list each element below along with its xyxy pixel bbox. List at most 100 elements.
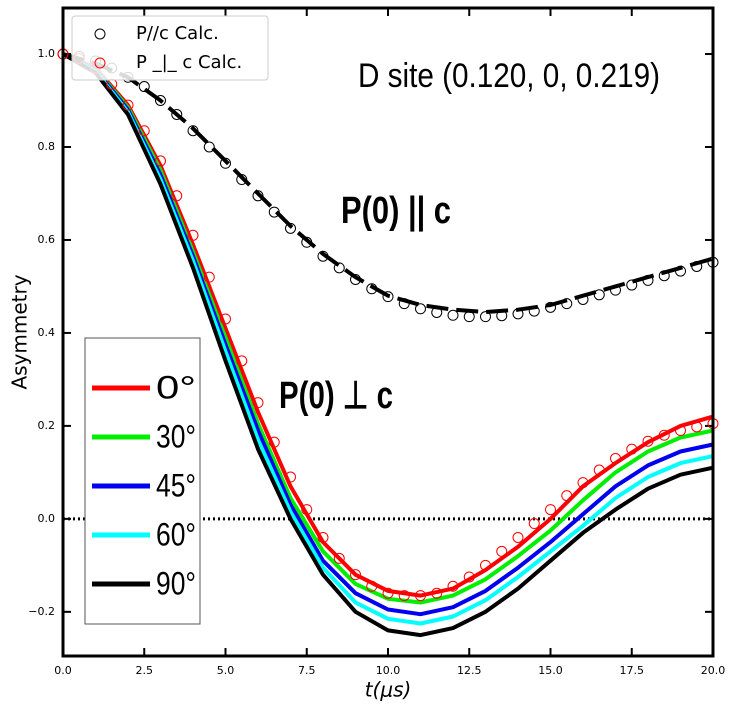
series-line [62,52,714,638]
marker [382,291,394,303]
marker [512,308,524,320]
legend-label: 30° [156,418,196,454]
legend-label: 90° [156,565,196,601]
marker [691,421,703,433]
marker [122,99,134,111]
marker [528,305,540,317]
marker [610,284,621,296]
marker [171,108,183,120]
y-tick-label: 0.6 [38,233,56,246]
marker [496,545,508,557]
marker [642,435,654,447]
marker [187,125,199,137]
legend-label: P//c Calc. [136,23,219,44]
marker [528,518,540,530]
marker [366,283,378,295]
legend-label: 45° [156,467,196,503]
marker [626,443,638,455]
marker [203,271,215,283]
y-tick-label: 0.2 [38,419,56,432]
x-tick-label: 15.0 [538,664,563,677]
marker [333,262,345,274]
marker [155,155,166,167]
marker [268,436,280,448]
marker [480,559,491,571]
marker [252,190,264,202]
legend-box [71,15,269,81]
marker [561,490,573,502]
marker [285,471,296,483]
marker [317,531,329,543]
marker [431,587,443,599]
legend-marker [94,57,106,69]
marker [268,206,280,218]
marker [415,590,426,602]
marker [447,580,459,592]
marker [252,397,264,409]
marker [496,310,508,322]
marker [480,311,491,323]
marker [155,95,166,107]
marker [301,236,313,248]
y-tick-label: −0.2 [28,605,55,618]
x-tick-label: 12.5 [457,664,482,677]
x-tick-label: 20.0 [701,664,726,677]
annotation: P(0) ⊥ c [279,375,393,417]
marker [463,311,475,323]
marker [285,222,296,234]
y-axis-label: Asymmetry [8,274,32,389]
marker [447,309,459,321]
marker [398,590,410,602]
marker [658,270,670,282]
marker [301,504,313,516]
marker [545,504,556,516]
x-tick-label: 0.0 [54,664,72,677]
marker [220,157,231,169]
marker [691,260,703,272]
marker [333,552,345,564]
y-tick-label: 0.0 [38,512,56,525]
marker [366,580,378,592]
marker [545,301,556,313]
marker [171,190,183,202]
marker [561,298,573,310]
marker [236,355,248,367]
legend-marker [94,28,106,40]
marker [593,289,605,301]
marker [236,174,248,186]
marker [203,141,215,153]
x-tick-label: 17.5 [620,664,645,677]
x-tick-label: 7.5 [298,664,316,677]
marker [350,569,361,581]
marker [138,125,150,137]
marker [415,303,426,315]
marker [577,477,589,489]
marker [675,265,686,277]
x-tick-label: 2.5 [136,664,154,677]
x-tick-label: 5.0 [217,664,235,677]
annotation: P(0) || c [341,190,451,232]
series-line [62,52,714,314]
x-tick-label: 10.0 [376,664,401,677]
marker [382,587,394,599]
marker [350,273,361,285]
marker [317,250,329,262]
marker [658,429,670,441]
marker [593,464,605,476]
marker [463,571,475,583]
marker [431,306,443,318]
y-tick-label: 0.8 [38,140,56,153]
marker [398,298,410,310]
plot-frame [61,6,715,658]
marker [577,293,589,305]
marker [626,279,638,291]
y-tick-label: 1.0 [38,47,56,60]
marker [187,229,199,241]
legend-label: 60° [156,516,196,552]
marker [512,531,524,543]
marker [642,274,654,286]
marker [138,81,150,93]
marker [220,313,231,325]
marker [675,425,686,437]
